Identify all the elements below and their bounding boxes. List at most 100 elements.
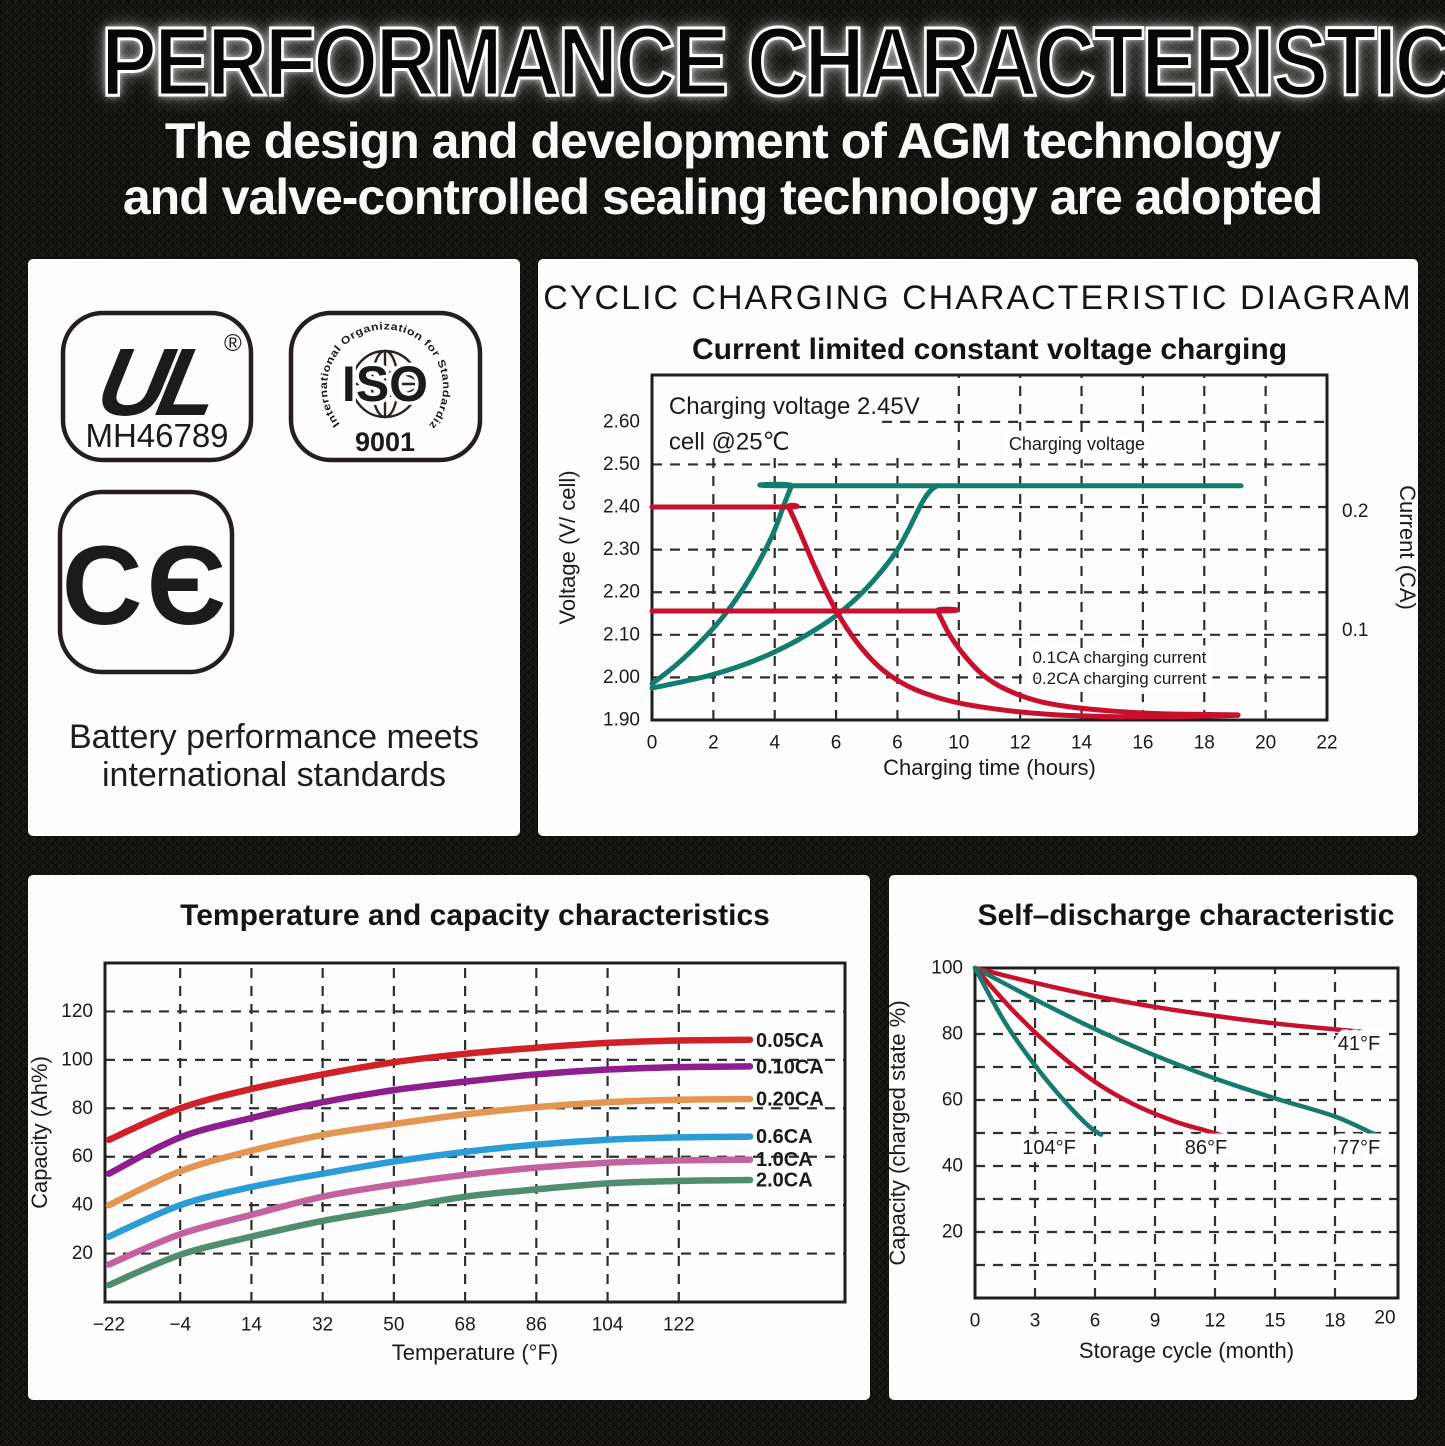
svg-text:40: 40: [72, 1195, 93, 1216]
gridlines: [975, 968, 1398, 1298]
annotation-3: 41°F: [1338, 1033, 1380, 1055]
plot-border: [650, 373, 1329, 722]
ul-logo-border: [60, 310, 254, 463]
svg-text:60: 60: [72, 1146, 93, 1167]
svg-text:18: 18: [1194, 733, 1215, 754]
iso-mark: ISO: [342, 356, 428, 412]
series-0.10CA: [105, 1063, 754, 1177]
certifications-caption-line2: international standards: [101, 756, 446, 794]
series-77F: [972, 965, 1378, 1137]
series-86F: [972, 965, 1226, 1138]
temperature-chart-title: Temperature and capacity characteristics: [180, 899, 770, 932]
svg-text:100: 100: [61, 1049, 93, 1070]
self-discharge-panel: Self–discharge characteristic 0 3 6 9 12 15 18…: [889, 875, 1417, 1400]
self-discharge-chart-title: Self–discharge characteristic: [977, 899, 1395, 932]
series-0.6CA: [105, 1133, 754, 1240]
y-tick-labels: 20 40 60 80 100 120: [61, 1001, 93, 1264]
temperature-capacity-chart: −22 −4 14 32 50 68 86 104 122 20 40 60 80 100 120 Tempe…: [28, 961, 847, 1365]
series: [972, 965, 1378, 1138]
series-1.0CA: [105, 1156, 754, 1268]
svg-text:20: 20: [942, 1222, 963, 1243]
svg-text:20: 20: [1374, 1308, 1395, 1329]
svg-text:2.10: 2.10: [603, 624, 640, 645]
svg-text:20: 20: [1255, 733, 1276, 754]
ce-logo-border: [57, 489, 235, 675]
annotations: 104°F 86°F 77°F 41°F: [1016, 1026, 1387, 1165]
cyclic-charging-chart: 0 2 4 6 6 10 12 14 16 18 20 22 1.90 2.00 2.10 2.20 2.30 2…: [555, 373, 1418, 780]
svg-text:32: 32: [312, 1315, 333, 1336]
svg-text:122: 122: [663, 1315, 695, 1336]
svg-text:2: 2: [708, 733, 719, 754]
certification-logos: UL ® MH46789 International Organi: [28, 259, 483, 675]
ul-registered-icon: ®: [224, 330, 242, 357]
annotation-2: 0.20CA: [756, 1089, 824, 1111]
series-charging-current-0.2CA: [649, 502, 1241, 720]
certifications-caption-line1: Battery performance meets: [68, 718, 480, 756]
plot-border: [103, 961, 847, 1304]
svg-text:2.30: 2.30: [603, 539, 640, 560]
svg-text:0: 0: [970, 1311, 981, 1332]
svg-text:20: 20: [72, 1243, 93, 1264]
svg-text:10: 10: [948, 733, 969, 754]
gridlines: [105, 963, 845, 1302]
ce-logo: CЄ: [57, 489, 235, 675]
svg-text:40: 40: [942, 1156, 963, 1177]
svg-text:−4: −4: [169, 1315, 191, 1336]
svg-text:12: 12: [1204, 1311, 1225, 1332]
ce-mark: CЄ: [62, 523, 231, 648]
svg-text:2.00: 2.00: [603, 667, 640, 688]
svg-text:1.90: 1.90: [603, 710, 640, 731]
svg-text:100: 100: [931, 958, 963, 979]
annotation-0: 0.05CA: [756, 1030, 824, 1052]
series-charging-voltage-0.1CA: [649, 483, 940, 691]
x-tick-labels: 0 2 4 6 6 10 12 14 16 18 20 22: [647, 733, 1338, 754]
annotation-1: cell @25℃: [669, 428, 790, 455]
y-axis-label: Capacity (charged state %): [889, 1000, 910, 1265]
page-title: PERFORMANCE CHARACTERISTICS: [100, 6, 1445, 118]
annotation-0: 104°F: [1022, 1137, 1076, 1159]
series-41F: [972, 965, 1378, 1036]
certifications-panel: UL ® MH46789 International Organi: [28, 259, 520, 836]
y-tick-labels: 20 40 60 80 100: [931, 958, 963, 1243]
svg-text:2.40: 2.40: [603, 497, 640, 518]
annotation-2: 77°F: [1338, 1137, 1380, 1159]
certifications-caption: Battery performance meets international …: [28, 718, 520, 794]
page-subtitle-line2: and valve-controlled sealing technology …: [122, 169, 1323, 225]
iso-globe-icon: [350, 349, 420, 419]
svg-text:3: 3: [1030, 1311, 1041, 1332]
x-axis-label: Temperature (°F): [392, 1340, 559, 1365]
x-axis-label: Charging time (hours): [883, 755, 1096, 780]
ul-code: MH46789: [85, 417, 228, 454]
annotation-1: 86°F: [1185, 1137, 1227, 1159]
svg-text:60: 60: [942, 1090, 963, 1111]
annotation-3: 0.1CA charging current: [1032, 648, 1206, 667]
cyclic-chart-title: CYCLIC CHARGING CHARACTERISTIC DIAGRAM: [543, 279, 1413, 317]
svg-text:120: 120: [61, 1001, 93, 1022]
ul-logo: UL ® MH46789: [60, 310, 254, 463]
iso-code: 9001: [355, 427, 415, 457]
svg-text:15: 15: [1264, 1311, 1285, 1332]
annotation-5: 2.0CA: [756, 1169, 813, 1191]
svg-text:80: 80: [72, 1098, 93, 1119]
series-charging-voltage-0.2CA: [649, 481, 1244, 687]
svg-text:68: 68: [455, 1315, 476, 1336]
right-y-axis-label: Current (CA): [1395, 485, 1418, 610]
y-tick-labels: 1.90 2.00 2.10 2.20 2.30 2.40 2.50 2.60: [603, 411, 640, 730]
cyclic-charging-panel: CYCLIC CHARGING CHARACTERISTIC DIAGRAM C…: [538, 259, 1418, 836]
svg-text:22: 22: [1316, 733, 1337, 754]
svg-text:−22: −22: [93, 1315, 125, 1336]
annotation-4: 1.0CA: [756, 1149, 813, 1171]
svg-text:9: 9: [1150, 1311, 1161, 1332]
svg-text:12: 12: [1010, 733, 1031, 754]
series-0.20CA: [105, 1095, 754, 1209]
x-tick-labels: 0 3 6 9 12 15 18 20: [970, 1308, 1396, 1332]
svg-text:2.20: 2.20: [603, 582, 640, 603]
svg-text:0.2: 0.2: [1342, 501, 1368, 522]
series-104F: [972, 965, 1104, 1137]
svg-text:0.1: 0.1: [1342, 620, 1368, 641]
x-axis-label: Storage cycle (month): [1079, 1338, 1294, 1363]
page-subtitle-line1: The design and development of AGM techno…: [164, 113, 1281, 169]
svg-text:6: 6: [1090, 1311, 1101, 1332]
